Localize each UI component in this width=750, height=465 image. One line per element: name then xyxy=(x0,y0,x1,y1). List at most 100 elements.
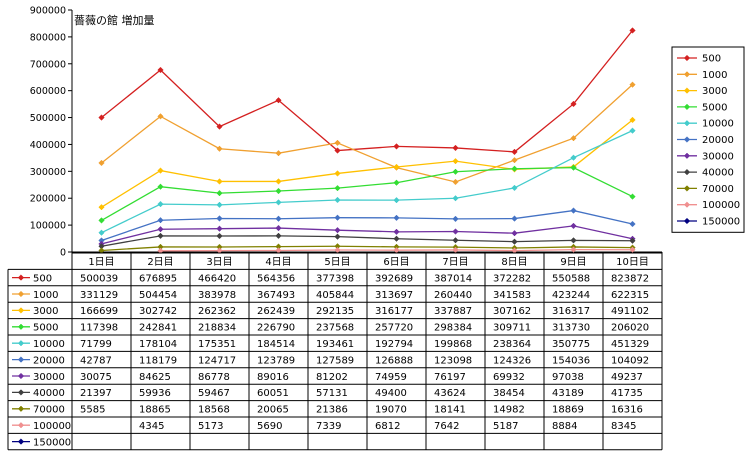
row-label: 3000 xyxy=(33,306,58,317)
data-point xyxy=(157,183,164,190)
table-cell: 5187 xyxy=(493,421,518,432)
legend: 500 1000 3000 5000 10000 20000 30000 40000 70000… xyxy=(671,46,745,233)
data-point xyxy=(334,233,341,240)
legend-item: 1000 xyxy=(677,70,727,81)
series-100000 xyxy=(157,246,636,254)
row-key-marker xyxy=(17,290,25,298)
table-cell: 316177 xyxy=(375,306,413,317)
table-cell: 123789 xyxy=(257,355,295,366)
data-point xyxy=(511,230,518,237)
category-label: 4日目 xyxy=(265,257,291,268)
table-cell: 124717 xyxy=(198,355,236,366)
y-tick-label: 400000 xyxy=(30,140,66,151)
table-cell: 550588 xyxy=(552,273,590,284)
table-cell: 166699 xyxy=(80,306,118,317)
series-10000 xyxy=(98,127,636,236)
data-point xyxy=(393,235,400,242)
row-label: 70000 xyxy=(33,405,65,416)
table-cell: 238364 xyxy=(493,339,531,350)
table-cell: 218834 xyxy=(198,323,236,334)
series-lines xyxy=(98,27,636,254)
data-point xyxy=(216,201,223,209)
table-cell: 8884 xyxy=(552,421,577,432)
legend-label: 3000 xyxy=(702,86,727,97)
data-point xyxy=(452,178,459,186)
table-row: 70000 5585 18865 18568 20065 21386 19070 18141 1… xyxy=(12,405,643,416)
legend-item: 500 xyxy=(677,54,721,65)
data-point xyxy=(629,116,636,124)
data-point xyxy=(98,114,105,121)
row-key-marker xyxy=(17,372,25,380)
table-cell: 313730 xyxy=(552,323,590,334)
table-cell: 262439 xyxy=(257,306,295,317)
data-point xyxy=(98,217,105,224)
table-cell: 175351 xyxy=(198,339,236,350)
series-30000 xyxy=(98,222,636,248)
legend-label: 150000 xyxy=(702,217,740,228)
table-cell: 18865 xyxy=(139,405,171,416)
y-tick-label: 800000 xyxy=(30,32,66,43)
table-row: 150000 xyxy=(12,437,71,448)
data-point xyxy=(629,127,636,134)
table-row: 3000 166699 302742 262362 262439 292135 316177… xyxy=(12,306,649,317)
data-point xyxy=(511,238,518,245)
data-point xyxy=(570,154,577,161)
y-ticks: 0 100000 200000 300000 400000 500000 600000 700… xyxy=(30,6,72,259)
table-cell: 192794 xyxy=(375,339,413,350)
data-point xyxy=(216,123,223,130)
row-key-marker xyxy=(17,340,25,347)
table-row: 30000 30075 84625 86778 89016 81202 74959 76197… xyxy=(12,372,643,383)
data-point xyxy=(98,204,105,211)
table-row: 10000 71799 178104 175351 184514 193461 192794… xyxy=(12,339,649,350)
y-tick-label: 300000 xyxy=(30,167,66,178)
data-point xyxy=(629,27,636,34)
table-cell: 71799 xyxy=(80,339,112,350)
table-cell: 178104 xyxy=(139,339,177,350)
data-point xyxy=(452,228,459,235)
chart-title: 薔薇の館 増加量 xyxy=(74,13,155,27)
table-cell: 43624 xyxy=(434,388,466,399)
data-point xyxy=(334,214,341,221)
table-cell: 309711 xyxy=(493,323,531,334)
row-key-marker xyxy=(17,307,25,314)
legend-label: 20000 xyxy=(702,135,734,146)
data-point xyxy=(275,215,282,222)
legend-item: 3000 xyxy=(677,86,727,97)
category-label: 10日目 xyxy=(616,257,649,268)
table-cell: 350775 xyxy=(552,339,590,350)
table-cell: 18568 xyxy=(198,405,230,416)
data-point xyxy=(157,226,164,233)
row-label: 100000 xyxy=(33,421,71,432)
legend-marker xyxy=(683,201,691,208)
table-cell: 451329 xyxy=(611,339,649,350)
legend-marker xyxy=(683,87,691,94)
data-point xyxy=(216,225,223,232)
row-label: 5000 xyxy=(33,323,58,334)
series-5000 xyxy=(98,164,636,224)
table-cell: 42787 xyxy=(80,355,112,366)
data-point xyxy=(157,200,164,208)
data-point xyxy=(98,159,105,167)
data-point xyxy=(157,113,164,120)
legend-marker xyxy=(683,185,691,192)
data-point xyxy=(275,150,282,157)
legend-marker xyxy=(683,103,691,111)
table-cell: 292135 xyxy=(316,306,354,317)
table-row: 100000 4345 5173 5690 7339 6812 7642 5187 8884 83… xyxy=(12,421,636,432)
series-line xyxy=(101,235,633,247)
data-point xyxy=(570,246,577,253)
series-line xyxy=(101,130,633,234)
category-label: 5日目 xyxy=(324,257,350,268)
table-cell: 337887 xyxy=(434,306,472,317)
table-cell: 367493 xyxy=(257,290,295,301)
legend-label: 70000 xyxy=(702,184,734,195)
category-label: 1日目 xyxy=(88,257,114,268)
table-cell: 7339 xyxy=(316,421,341,432)
legend-item: 5000 xyxy=(677,102,727,113)
table-cell: 21397 xyxy=(80,388,112,399)
table-cell: 298384 xyxy=(434,323,472,334)
data-point xyxy=(570,207,577,214)
data-point xyxy=(334,184,341,192)
table-cell: 316317 xyxy=(552,306,590,317)
